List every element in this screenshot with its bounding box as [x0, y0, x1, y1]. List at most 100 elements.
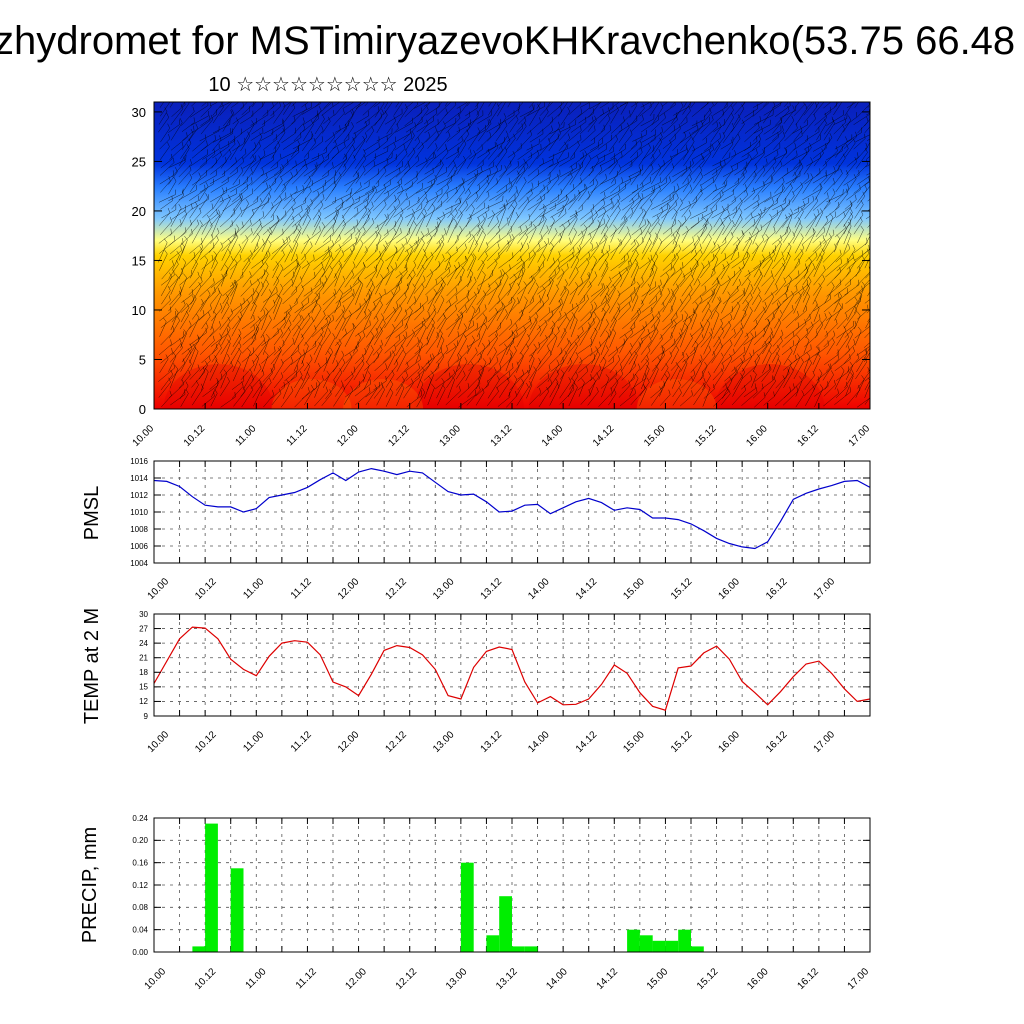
wind-barb-flag: [186, 310, 189, 316]
wind-barb-flag: [410, 378, 414, 384]
wind-barb: [600, 289, 610, 305]
wind-barb-flag: [642, 103, 645, 109]
wind-barb-flag: [517, 108, 520, 114]
wind-barb: [445, 216, 454, 236]
wind-barb-flag: [184, 389, 186, 395]
wind-barb-flag: [464, 243, 467, 249]
wind-barb: [304, 142, 317, 158]
wind-barb-flag: [693, 310, 698, 315]
wind-barb: [846, 178, 857, 194]
wind-barb: [374, 103, 385, 118]
wind-barb: [794, 237, 804, 254]
wind-barb: [578, 352, 593, 364]
wind-barb-flag: [858, 266, 861, 272]
wind-barb-flag: [176, 316, 180, 321]
wind-barb: [486, 257, 500, 269]
wind-barb-flag: [448, 131, 451, 137]
wind-barb-flag: [259, 132, 263, 138]
wind-barb-flag: [764, 301, 767, 307]
wind-barb-flag: [750, 284, 754, 289]
wind-barb-flag: [189, 165, 192, 171]
wind-barb: [793, 221, 801, 236]
wind-barb-flag: [809, 142, 812, 148]
wind-barb: [700, 119, 714, 135]
wind-barb: [365, 388, 378, 406]
wind-barb-flag: [730, 231, 734, 237]
wind-barb: [600, 334, 610, 355]
wind-barb-flag: [669, 139, 672, 145]
wind-barb: [281, 149, 299, 159]
wind-barb-flag: [515, 329, 518, 335]
wind-barb: [539, 311, 551, 322]
wind-barb-flag: [205, 181, 209, 187]
wind-barb-flag: [655, 232, 659, 238]
wind-barb-flag: [193, 294, 197, 299]
wind-barb: [158, 344, 172, 356]
wind-barb: [600, 374, 617, 389]
wind-barb-flag: [787, 368, 790, 374]
wind-barb: [363, 375, 372, 390]
wind-barb: [539, 102, 554, 116]
wind-barb: [199, 282, 215, 297]
wind-barb-flag: [292, 103, 296, 109]
wind-barb: [732, 271, 742, 286]
wind-barb: [405, 341, 419, 355]
wind-barb-flag: [243, 375, 245, 381]
wind-barb-flag: [694, 249, 697, 255]
wind-barb: [681, 374, 696, 389]
wind-barb-flag: [688, 209, 692, 215]
wind-barb: [711, 301, 722, 313]
wind-barb-flag: [326, 370, 330, 376]
wind-barb: [815, 203, 831, 219]
wind-barb: [775, 219, 788, 235]
wind-barb: [355, 190, 374, 201]
wind-barb: [181, 293, 193, 303]
wind-barb: [813, 357, 821, 372]
wind-barb: [690, 210, 707, 219]
wind-barb: [191, 145, 208, 159]
wind-barb: [345, 385, 361, 398]
wind-barb: [631, 296, 639, 312]
wind-barb: [824, 216, 837, 226]
wind-barb: [845, 142, 856, 158]
wind-barb-flag: [489, 168, 492, 174]
wind-barb-flag: [676, 183, 680, 189]
wind-barb: [486, 248, 500, 262]
wind-barb: [170, 208, 182, 227]
wind-barb: [834, 292, 849, 304]
wind-barb: [467, 352, 478, 365]
wind-barb-flag: [581, 277, 583, 283]
wind-barb-flag: [400, 383, 405, 388]
wind-barb: [783, 176, 797, 193]
wind-barb: [568, 249, 581, 262]
wind-barb: [416, 162, 428, 176]
wind-barb-flag: [205, 322, 209, 328]
wind-barb-flag: [223, 369, 228, 374]
wind-barb-flag: [517, 160, 519, 166]
wind-barb: [834, 350, 850, 365]
wind-barb-flag: [731, 306, 733, 312]
wind-barb-flag: [487, 119, 489, 125]
wind-barb-flag: [825, 215, 829, 221]
wind-barb: [764, 307, 779, 321]
wind-barb-flag: [754, 360, 757, 366]
wind-barb: [589, 223, 601, 244]
wind-barb-flag: [405, 192, 408, 198]
wind-barb-flag: [591, 243, 594, 249]
wind-barb: [333, 388, 345, 407]
wind-barb: [454, 248, 467, 262]
wind-barb: [475, 385, 489, 397]
wind-barb: [834, 102, 839, 108]
wind-barb: [600, 349, 609, 363]
wind-barb-flag: [564, 311, 568, 317]
wind-barb: [825, 358, 840, 372]
wind-barb-flag: [566, 338, 570, 344]
wind-barb: [425, 336, 439, 355]
wind-barb-flag: [798, 270, 800, 276]
wind-barb: [189, 347, 196, 363]
wind-barb-flag: [618, 164, 622, 170]
wind-barb-flag: [364, 347, 367, 353]
wind-barb: [519, 236, 528, 252]
wind-barb-flag: [401, 97, 403, 101]
wind-barb-flag: [640, 147, 643, 153]
